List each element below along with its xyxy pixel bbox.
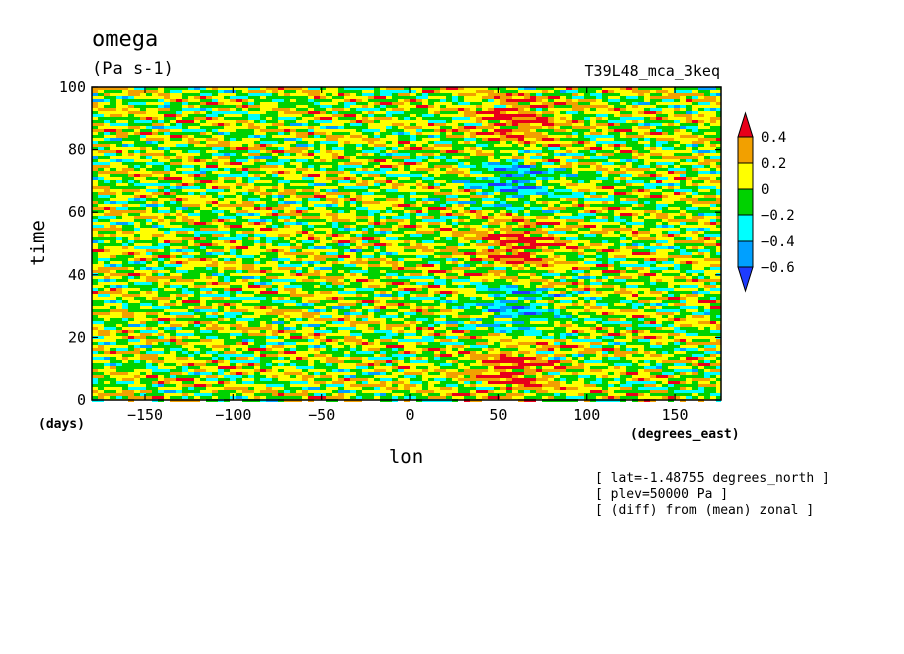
x-tick-label: 150 (662, 406, 689, 424)
annotation-lat: [ lat=-1.48755 degrees_north ] (595, 471, 830, 486)
y-axis: 0 20 40 60 80 100 (59, 78, 721, 409)
x-tick-label: −150 (127, 406, 163, 424)
x-tick-label: 50 (489, 406, 507, 424)
x-axis: −150 −100 −50 0 50 100 150 (127, 87, 689, 424)
colorbar-bin (737, 240, 754, 268)
annotation-plev: [ plev=50000 Pa ] (595, 487, 728, 502)
y-tick-label: 0 (77, 391, 86, 409)
y-tick-label: 100 (59, 78, 86, 96)
y-tick-label: 40 (68, 266, 86, 284)
colorbar-bin (737, 214, 754, 242)
plot-frame (91, 86, 722, 401)
y-tick-label: 80 (68, 141, 86, 159)
units-label: (Pa s-1) (92, 59, 174, 79)
colorbar-label: −0.4 (761, 234, 795, 250)
colorbar-label: −0.2 (761, 208, 795, 224)
colorbar-label: 0 (761, 182, 769, 198)
y-tick-label: 60 (68, 203, 86, 221)
colorbar-bin (737, 162, 754, 190)
chart-title: omega (92, 27, 158, 52)
y-units-label: (days) (38, 417, 85, 432)
colorbar-bin (737, 188, 754, 216)
x-axis-label: lon (389, 446, 423, 468)
x-tick-label: −50 (308, 406, 335, 424)
colorbar-label: −0.6 (761, 260, 795, 276)
heatmap-field (92, 87, 721, 402)
colorbar-top-arrow (737, 111, 754, 138)
y-axis-label: time (27, 220, 49, 266)
x-tick-label: 100 (573, 406, 600, 424)
annotation-diff: [ (diff) from (mean) zonal ] (595, 503, 814, 518)
x-units-label: (degrees_east) (630, 427, 740, 442)
colorbar-label: 0.2 (761, 156, 786, 172)
colorbar: 0.4 0.2 0 −0.2 −0.4 −0.6 (737, 111, 795, 293)
colorbar-bottom-arrow (737, 266, 754, 293)
colorbar-bin (737, 136, 754, 164)
x-tick-label: 0 (406, 406, 415, 424)
run-label: T39L48_mca_3keq (585, 62, 720, 80)
y-tick-label: 20 (68, 328, 86, 346)
x-tick-label: −100 (215, 406, 251, 424)
colorbar-label: 0.4 (761, 130, 786, 146)
